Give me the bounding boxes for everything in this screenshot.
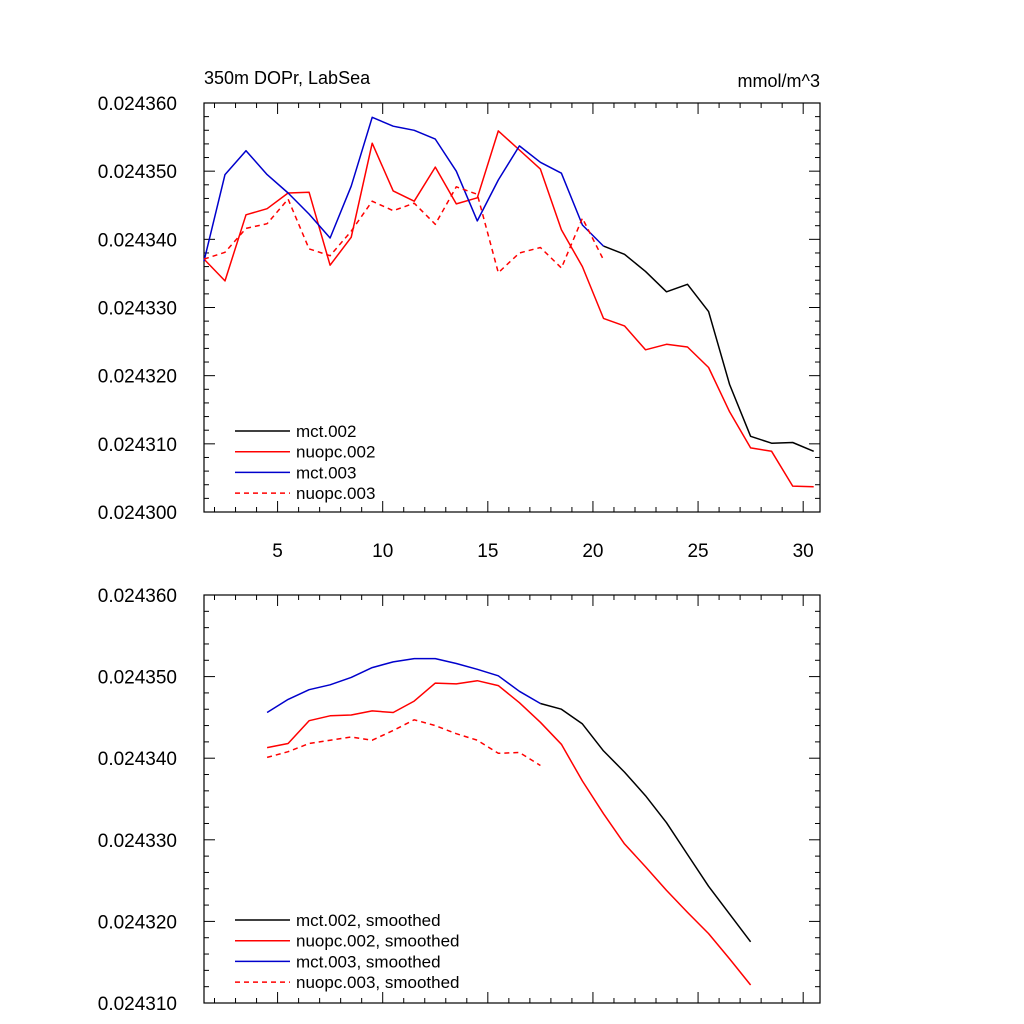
chart-title: 350m DOPr, LabSea — [204, 68, 371, 88]
series-line — [203, 130, 814, 488]
series-line — [203, 186, 605, 274]
y-tick-label: 0.024310 — [98, 435, 177, 456]
y-tick-label: 0.024360 — [98, 586, 177, 607]
series-line — [540, 702, 752, 943]
legend-label: nuopc.003, smoothed — [296, 973, 460, 992]
legend-label: mct.002 — [296, 422, 356, 441]
y-tick-label: 0.024320 — [98, 912, 177, 933]
y-tick-label: 0.024330 — [98, 831, 177, 852]
legend-label: mct.003 — [296, 463, 356, 482]
legend-label: nuopc.002, smoothed — [296, 932, 460, 951]
top-panel: 5 10 15 20 25 30 0.024300 0.024310 0.024320 0.024… — [98, 68, 821, 562]
x-tick-label: 15 — [477, 541, 498, 562]
bottom-panel: 0.024310 0.024320 0.024330 0.024340 0.024350… — [98, 586, 821, 1015]
x-tick-label: 5 — [272, 541, 283, 562]
y-tick-label: 0.024330 — [98, 299, 177, 320]
y-tick-label: 0.024360 — [98, 94, 177, 115]
y-tick-label: 0.024340 — [98, 230, 177, 251]
units-label: mmol/m^3 — [738, 71, 820, 91]
legend-label: mct.003, smoothed — [296, 952, 441, 971]
series-line — [266, 657, 541, 714]
legend-label: nuopc.003 — [296, 484, 375, 503]
x-tick-label: 20 — [582, 541, 603, 562]
y-tick-label: 0.024350 — [98, 668, 177, 689]
series-line — [266, 679, 752, 986]
legend-label: nuopc.002 — [296, 443, 375, 462]
y-tick-label: 0.024340 — [98, 749, 177, 770]
series-line — [203, 116, 605, 262]
plot-frame — [203, 594, 821, 1004]
x-tick-label: 25 — [687, 541, 708, 562]
series-line — [266, 719, 541, 767]
x-tick-label: 30 — [793, 541, 814, 562]
y-tick-label: 0.024310 — [98, 994, 177, 1015]
x-tick-label: 10 — [372, 541, 393, 562]
y-tick-label: 0.024300 — [98, 503, 177, 524]
series-line — [603, 245, 814, 452]
y-tick-label: 0.024350 — [98, 162, 177, 183]
legend-label: mct.002, smoothed — [296, 911, 441, 930]
y-tick-label: 0.024320 — [98, 367, 177, 388]
